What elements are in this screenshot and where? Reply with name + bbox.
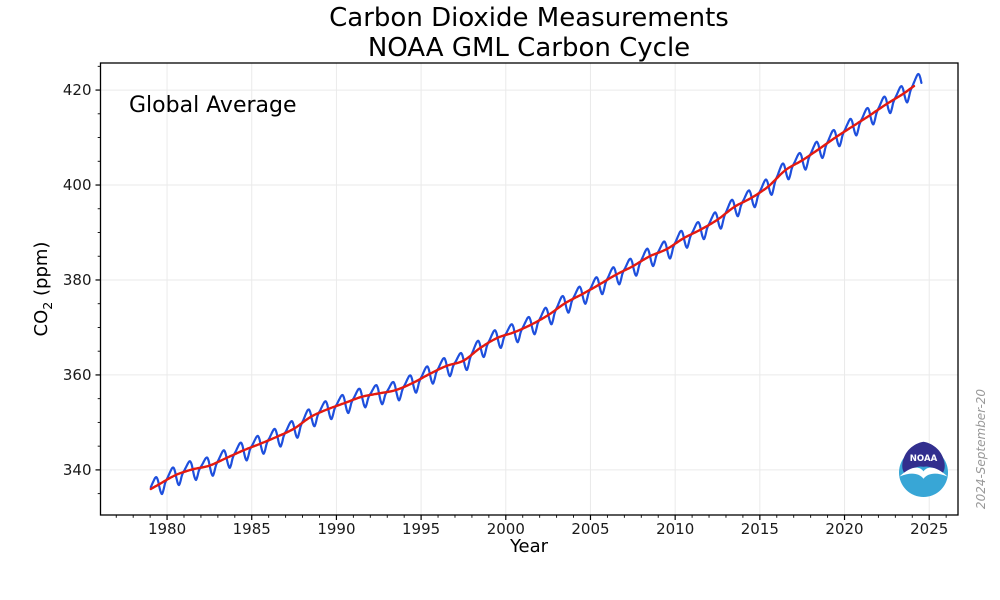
noaa-logo-text: NOAA (910, 454, 938, 464)
x-tick-label: 2020 (825, 520, 863, 538)
y-tick-label: 340 (63, 461, 92, 479)
y-tick-label: 360 (63, 366, 92, 384)
x-tick-label: 1995 (402, 520, 440, 538)
y-tick-label: 380 (63, 271, 92, 289)
noaa-logo-fan (902, 441, 945, 475)
date-stamp: 2024-September-20 (974, 388, 988, 510)
noaa-logo-gull-icon (899, 467, 948, 479)
x-tick-label: 2025 (910, 520, 948, 538)
x-tick-label: 2000 (487, 520, 525, 538)
x-tick-label: 2010 (656, 520, 694, 538)
y-axis-label: CO2 (ppm) (31, 242, 55, 337)
global-average-label: Global Average (129, 93, 297, 118)
x-tick-label: 1985 (233, 520, 271, 538)
chart-title-line2: NOAA GML Carbon Cycle (367, 33, 691, 63)
y-axis-label-suffix: (ppm) (31, 241, 53, 302)
chart-title: Carbon Dioxide Measurements NOAA GML Car… (100, 3, 958, 63)
y-tick-label: 400 (63, 176, 92, 194)
y-tick-label: 420 (63, 81, 92, 99)
monthly-co2-line (149, 72, 923, 496)
chart-title-line1: Carbon Dioxide Measurements (329, 3, 729, 33)
plot-border (99, 62, 959, 516)
x-tick-label: 1990 (317, 520, 355, 538)
x-tick-label: 2005 (571, 520, 609, 538)
noaa-logo-icon: NOAA (898, 441, 949, 497)
y-axis-label-subscript: 2 (39, 301, 55, 310)
x-axis-label: Year (509, 536, 549, 557)
x-tick-label: 2015 (741, 520, 779, 538)
x-tick-label: 1980 (148, 520, 186, 538)
y-axis-label-prefix: CO (31, 309, 53, 337)
trend-co2-line (149, 84, 916, 491)
